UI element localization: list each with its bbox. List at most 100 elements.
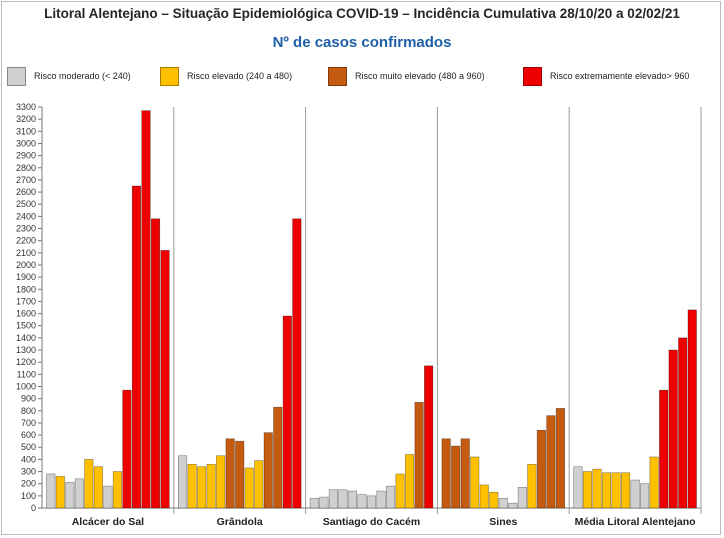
- bar: [254, 460, 264, 509]
- y-tick-label: 700: [21, 418, 36, 428]
- bar: [141, 110, 151, 509]
- legend-label-extreme: Risco extremamente elevado> 960: [550, 71, 690, 81]
- x-category-label: Alcácer do Sal: [72, 516, 144, 528]
- legend-swatch-high: [160, 67, 179, 86]
- chart-subtitle: Nº de casos confirmados: [272, 34, 452, 51]
- y-tick-label: 2500: [16, 199, 36, 209]
- y-tick-label: 0: [31, 503, 36, 513]
- legend: Risco moderado (< 240) Risco elevado (24…: [0, 66, 724, 88]
- bar: [489, 491, 499, 509]
- bar: [216, 455, 226, 509]
- bar: [601, 472, 612, 509]
- bar: [235, 440, 245, 509]
- bar: [527, 463, 537, 509]
- bar: [292, 218, 302, 509]
- bar: [357, 494, 367, 509]
- bar: [103, 485, 113, 509]
- bar: [424, 365, 434, 509]
- bar: [517, 487, 527, 509]
- y-tick-label: 400: [21, 454, 36, 464]
- y-tick-label: 2800: [16, 163, 36, 173]
- legend-label-high: Risco elevado (240 a 480): [187, 71, 293, 81]
- bar: [178, 455, 188, 509]
- bar: [659, 389, 669, 509]
- y-tick-label: 1500: [16, 321, 36, 331]
- x-category-label: Média Litoral Alentejano: [575, 516, 696, 528]
- legend-swatch-extreme: [523, 67, 542, 86]
- y-tick-label: 2000: [16, 260, 36, 270]
- bar: [592, 468, 602, 509]
- bar: [678, 337, 688, 509]
- y-tick-label: 1400: [16, 333, 36, 343]
- legend-swatch-moderate: [7, 67, 26, 86]
- bar: [84, 459, 94, 509]
- bar: [319, 496, 329, 509]
- y-tick-label: 2900: [16, 151, 36, 161]
- y-tick-label: 3200: [16, 114, 36, 124]
- y-tick-label: 200: [21, 479, 36, 489]
- bar: [536, 429, 546, 509]
- y-tick-label: 1000: [16, 381, 36, 391]
- y-tick-label: 1300: [16, 345, 36, 355]
- bar: [206, 463, 216, 509]
- bar: [479, 484, 489, 509]
- bar: [225, 438, 235, 509]
- y-tick-label: 600: [21, 430, 36, 440]
- bar: [460, 438, 470, 509]
- bar: [546, 415, 556, 509]
- bar: [508, 502, 518, 509]
- chart-title: Litoral Alentejano – Situação Epidemioló…: [44, 6, 680, 21]
- bar: [405, 454, 415, 509]
- bar: [93, 466, 103, 509]
- legend-label-very-high: Risco muito elevado (480 a 960): [355, 71, 485, 81]
- bar: [649, 456, 659, 509]
- bar: [395, 473, 405, 509]
- x-category-label: Santiago do Cacém: [323, 516, 420, 528]
- bar: [687, 309, 697, 509]
- bar: [122, 389, 132, 509]
- bar: [328, 489, 338, 509]
- bar: [150, 218, 161, 509]
- bar: [668, 349, 678, 509]
- y-tick-label: 800: [21, 406, 36, 416]
- y-tick-label: 500: [21, 442, 36, 452]
- bar: [582, 471, 593, 509]
- bar: [244, 467, 254, 509]
- bar: [611, 472, 621, 509]
- bar: [273, 406, 283, 509]
- legend-swatch-very-high: [328, 67, 347, 86]
- y-tick-label: 1100: [17, 369, 36, 379]
- y-tick-label: 3300: [16, 102, 36, 112]
- bar: [263, 432, 273, 509]
- y-tick-label: 300: [21, 467, 36, 477]
- bar: [414, 401, 424, 509]
- y-tick-label: 2200: [16, 236, 36, 246]
- bar: [74, 478, 84, 509]
- bar: [470, 456, 480, 509]
- y-tick-label: 2300: [16, 224, 36, 234]
- y-tick-label: 1700: [16, 296, 36, 306]
- bar: [65, 482, 75, 509]
- bar: [160, 250, 170, 509]
- y-tick-label: 900: [21, 394, 36, 404]
- bar: [55, 476, 65, 509]
- legend-label-moderate: Risco moderado (< 240): [34, 71, 131, 81]
- bar: [309, 497, 319, 509]
- bar: [441, 438, 451, 509]
- bar: [131, 185, 142, 509]
- bar: [640, 483, 650, 509]
- y-tick-label: 2100: [16, 248, 36, 258]
- bar: [385, 485, 396, 509]
- bar: [451, 445, 461, 509]
- y-tick-label: 1600: [16, 309, 36, 319]
- bar: [376, 490, 386, 509]
- y-tick-label: 2700: [16, 175, 36, 185]
- bar: [338, 489, 348, 509]
- bar: [197, 466, 207, 509]
- bar: [498, 497, 508, 509]
- x-category-label: Grândola: [217, 516, 263, 528]
- bar: [555, 408, 566, 509]
- bar: [630, 479, 640, 509]
